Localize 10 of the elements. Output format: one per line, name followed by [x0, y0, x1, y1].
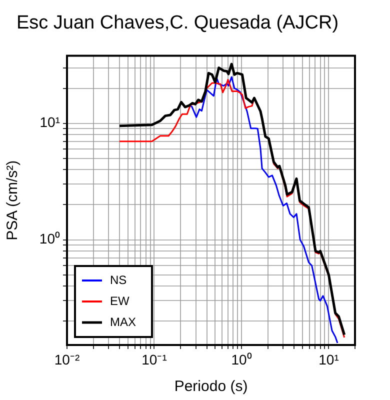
x-tick-label: 10⁻¹ [142, 351, 168, 368]
chart-title: Esc Juan Chaves,C. Quesada (AJCR) [16, 12, 339, 34]
legend-label: MAX [110, 314, 136, 329]
x-axis-title: Periodo (s) [174, 378, 248, 396]
x-tick-label: 10⁰ [231, 351, 252, 368]
x-tick-label: 10¹ [318, 351, 340, 368]
legend-label: NS [110, 272, 127, 287]
x-tick-label: 10⁻² [54, 351, 80, 368]
y-axis-title: PSA (cm/s²) [4, 160, 22, 240]
legend-label: EW [110, 294, 130, 308]
